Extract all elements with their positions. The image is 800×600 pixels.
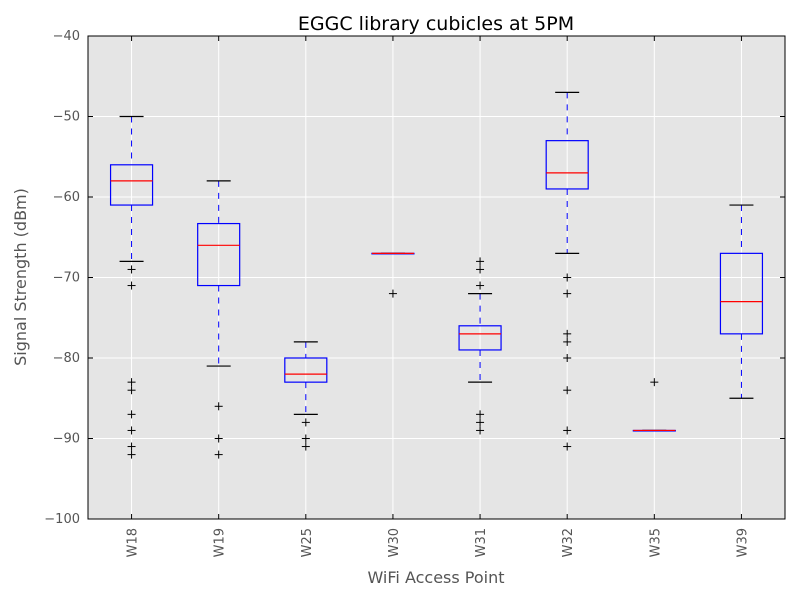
flier-marker	[563, 337, 572, 346]
y-tick-label: −90	[53, 432, 80, 447]
flier-marker	[563, 289, 572, 298]
x-tick-label: W19	[213, 528, 228, 557]
box-w35	[632, 378, 676, 432]
y-tick-label: −60	[53, 190, 80, 205]
box-iqr	[458, 325, 502, 351]
x-tick-label: W25	[300, 528, 315, 557]
box-w30	[371, 252, 415, 298]
y-axis-label: Signal Strength (dBm)	[11, 188, 30, 366]
y-tick-label: −100	[44, 512, 80, 527]
x-tick-label: W18	[126, 528, 141, 557]
flier-marker	[127, 442, 136, 451]
y-tick-label: −50	[53, 110, 80, 125]
flier-marker	[388, 289, 397, 298]
flier-marker	[214, 450, 223, 459]
box-marks	[109, 91, 764, 459]
flier-marker	[127, 281, 136, 290]
x-axis-label: WiFi Access Point	[367, 568, 504, 587]
flier-marker	[127, 386, 136, 395]
box-w25	[284, 341, 328, 451]
x-tick-label: W32	[561, 528, 576, 557]
flier-marker	[214, 434, 223, 443]
flier-marker	[476, 418, 485, 427]
flier-marker	[563, 386, 572, 395]
chart-title: EGGC library cubicles at 5PM	[298, 13, 574, 35]
flier-marker	[476, 426, 485, 435]
flier-marker	[127, 426, 136, 435]
flier-marker	[127, 410, 136, 419]
flier-marker	[127, 378, 136, 387]
flier-marker	[563, 442, 572, 451]
flier-marker	[127, 450, 136, 459]
flier-marker	[563, 273, 572, 282]
flier-marker	[476, 410, 485, 419]
box-iqr	[284, 357, 328, 383]
box-w19	[197, 180, 241, 459]
y-tick-label: −70	[53, 271, 80, 286]
x-tick-label: W30	[387, 528, 402, 557]
flier-marker	[563, 329, 572, 338]
flier-marker	[476, 281, 485, 290]
box-w18	[109, 115, 154, 459]
flier-marker	[301, 434, 310, 443]
flier-marker	[301, 418, 310, 427]
flier-marker	[476, 265, 485, 274]
flier-marker	[476, 257, 485, 266]
flier-marker	[301, 442, 310, 451]
box-w31	[458, 257, 502, 435]
x-tick-label: W31	[474, 528, 489, 557]
box-iqr	[719, 252, 764, 335]
box-w39	[719, 204, 764, 399]
y-tick-label: −80	[53, 351, 80, 366]
x-tick-label: W39	[735, 528, 750, 557]
flier-marker	[214, 402, 223, 411]
box-iqr	[545, 140, 589, 190]
box-iqr	[197, 222, 241, 287]
y-tick-label: −40	[53, 29, 80, 44]
flier-marker	[650, 378, 659, 387]
flier-marker	[563, 354, 572, 362]
box-iqr	[109, 164, 154, 206]
x-tick-label: W35	[648, 528, 663, 557]
axis-ticks: −100 −90 −80 −70 −60 −50 −40 W18 W19 W25 W30 W31 W32…	[44, 29, 785, 557]
box-w32	[545, 91, 589, 451]
flier-marker	[563, 426, 572, 435]
flier-marker	[127, 265, 136, 274]
